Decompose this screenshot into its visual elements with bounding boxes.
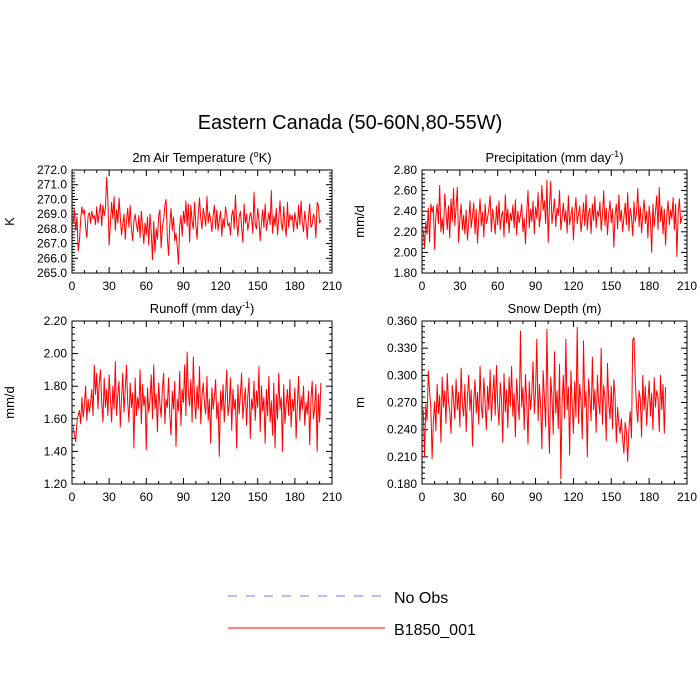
x-tick-label: 150 — [248, 279, 268, 293]
panel-title: Snow Depth (m) — [508, 301, 602, 316]
x-tick-label: 210 — [677, 279, 697, 293]
y-tick-label: 2.20 — [394, 225, 418, 239]
chart-panel-3: Runoff (mm day-1) mm/d 0 30 60 90 120 150 180 210… — [2, 300, 342, 504]
x-tick-label: 210 — [322, 279, 342, 293]
plot-frame — [71, 169, 333, 274]
x-tick-label: 90 — [177, 279, 191, 293]
y-tick-label: 2.60 — [394, 184, 418, 198]
x-tick-label: 150 — [601, 490, 621, 504]
series-line-b1850-001 — [422, 326, 667, 480]
y-tick-label: 271.0 — [37, 178, 67, 192]
panel-title: 2m Air Temperature (oK) — [132, 149, 271, 165]
chart-panels: 2m Air Temperature (oK) K 0 30 60 90 120 150 180… — [2, 149, 697, 504]
x-tick-label: 60 — [491, 279, 505, 293]
x-tick-label: 30 — [102, 490, 116, 504]
x-tick-label: 0 — [69, 279, 76, 293]
y-tick-label: 0.270 — [387, 396, 417, 410]
y-tick-label: 2.20 — [44, 314, 68, 328]
legend-label-b1850: B1850_001 — [394, 622, 476, 639]
x-tick-label: 180 — [285, 279, 305, 293]
series-line-b1850-001 — [72, 351, 322, 457]
x-tick-label: 90 — [529, 490, 543, 504]
y-tick-label: 270.0 — [37, 192, 67, 206]
x-tick-label: 60 — [491, 490, 505, 504]
y-axis-label: mm/d — [2, 386, 17, 419]
legend: No Obs B1850_001 — [228, 590, 476, 639]
y-axis-label: K — [2, 217, 17, 226]
y-tick-label: 0.360 — [387, 314, 417, 328]
x-tick-label: 120 — [211, 279, 231, 293]
y-tick-label: 269.0 — [37, 207, 67, 221]
x-tick-label: 0 — [69, 490, 76, 504]
y-tick-label: 0.180 — [387, 477, 417, 491]
plot-frame — [421, 320, 688, 485]
x-tick-label: 120 — [563, 279, 583, 293]
x-tick-label: 180 — [639, 490, 659, 504]
y-tick-label: 0.210 — [387, 450, 417, 464]
x-tick-label: 120 — [563, 490, 583, 504]
y-tick-label: 0.300 — [387, 368, 417, 382]
chart-panel-1: 2m Air Temperature (oK) K 0 30 60 90 120 150 180… — [2, 149, 342, 293]
x-tick-label: 150 — [248, 490, 268, 504]
x-tick-label: 180 — [285, 490, 305, 504]
legend-label-no-obs: No Obs — [394, 590, 448, 607]
y-axis-label: m — [352, 397, 367, 408]
figure-title: Eastern Canada (50-60N,80-55W) — [197, 112, 503, 134]
y-tick-label: 267.0 — [37, 237, 67, 251]
x-tick-label: 0 — [419, 490, 426, 504]
y-axis-label: mm/d — [352, 205, 367, 238]
y-tick-label: 266.0 — [37, 251, 67, 265]
y-tick-label: 1.40 — [44, 444, 68, 458]
series-line-b1850-001 — [72, 176, 322, 265]
y-tick-label: 2.00 — [44, 347, 68, 361]
y-tick-label: 2.40 — [394, 204, 418, 218]
x-tick-label: 30 — [453, 279, 467, 293]
y-tick-label: 2.80 — [394, 163, 418, 177]
y-tick-label: 272.0 — [37, 163, 67, 177]
x-tick-label: 90 — [529, 279, 543, 293]
y-tick-label: 1.80 — [394, 266, 418, 280]
y-tick-label: 1.20 — [44, 477, 68, 491]
plot-frame — [71, 320, 333, 485]
x-tick-label: 60 — [140, 490, 154, 504]
x-tick-label: 30 — [102, 279, 116, 293]
x-tick-label: 150 — [601, 279, 621, 293]
x-tick-label: 120 — [211, 490, 231, 504]
plot-frame — [421, 169, 688, 274]
x-tick-label: 210 — [322, 490, 342, 504]
x-tick-label: 30 — [453, 490, 467, 504]
series-line-b1850-001 — [422, 179, 684, 258]
y-tick-label: 265.0 — [37, 266, 67, 280]
y-tick-label: 268.0 — [37, 222, 67, 236]
y-tick-label: 2.00 — [394, 245, 418, 259]
x-tick-label: 60 — [140, 279, 154, 293]
panel-title: Runoff (mm day-1) — [150, 300, 255, 316]
y-tick-label: 1.60 — [44, 412, 68, 426]
y-tick-label: 0.240 — [387, 423, 417, 437]
x-tick-label: 90 — [177, 490, 191, 504]
x-tick-label: 180 — [639, 279, 659, 293]
panel-title: Precipitation (mm day-1) — [485, 149, 623, 165]
chart-panel-4: Snow Depth (m) m 0 30 60 90 120 150 180 210 0.180 0… — [352, 301, 697, 504]
x-tick-label: 210 — [677, 490, 697, 504]
y-tick-label: 0.330 — [387, 341, 417, 355]
chart-panel-2: Precipitation (mm day-1) mm/d 0 30 60 90 120 15… — [352, 149, 697, 293]
x-tick-label: 0 — [419, 279, 426, 293]
y-tick-label: 1.80 — [44, 379, 68, 393]
